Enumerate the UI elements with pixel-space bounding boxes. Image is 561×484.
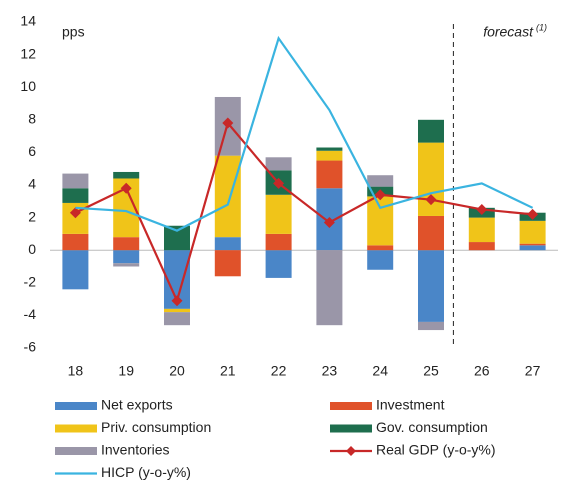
bar-segment [214, 250, 241, 277]
line-marker [425, 194, 437, 206]
bar-segment [113, 263, 140, 267]
line-marker [171, 295, 183, 307]
y-tick-label: 10 [20, 78, 36, 94]
legend-marker [346, 446, 356, 456]
line-marker [120, 182, 132, 194]
bar-segment [62, 188, 89, 203]
y-tick-label: 4 [28, 176, 36, 192]
x-tick-label: 23 [322, 363, 338, 379]
bar-segment [367, 175, 394, 187]
line-marker [476, 203, 488, 215]
y-tick-label: 12 [20, 45, 36, 61]
y-axis-label: pps [62, 24, 85, 40]
legend-label: Gov. consumption [376, 419, 488, 435]
x-tick-label: 26 [474, 363, 490, 379]
legend-swatch [330, 424, 372, 433]
bar-segment [367, 245, 394, 251]
bar-segment [316, 160, 343, 189]
x-tick-label: 18 [68, 363, 84, 379]
bar-segment [519, 220, 546, 244]
bar-segment [316, 147, 343, 151]
line-marker [273, 177, 285, 189]
y-tick-label: -6 [24, 339, 37, 355]
legend-label: HICP (y-o-y%) [101, 464, 191, 480]
bar-segment [418, 215, 444, 251]
legend-swatch [55, 402, 97, 410]
bar-segment [418, 321, 444, 331]
legend-label: Real GDP (y-o-y%) [376, 442, 496, 458]
y-tick-label: 0 [28, 241, 36, 257]
y-tick-label: 6 [28, 143, 36, 159]
line-marker [323, 216, 335, 228]
y-tick-label: 14 [20, 13, 36, 29]
legend-swatch [330, 402, 372, 410]
bar-segment [214, 237, 241, 251]
bar-segment [164, 308, 190, 313]
legend-label: Net exports [101, 397, 173, 413]
forecast-note: (1) [536, 22, 547, 32]
bar-segment [418, 250, 444, 322]
legend-swatch [55, 424, 97, 433]
bar-segment [62, 250, 89, 290]
bar-segment [468, 242, 495, 251]
bar-segment [519, 243, 546, 246]
bar-segment [316, 250, 343, 326]
bar-segment [113, 250, 140, 264]
line-marker [374, 189, 386, 201]
legend-label: Inventories [101, 442, 169, 458]
x-tick-label: 20 [169, 363, 185, 379]
y-tick-label: 2 [28, 208, 36, 224]
y-tick-label: -2 [24, 274, 37, 290]
legend-label: Investment [376, 397, 445, 413]
x-tick-label: 27 [525, 363, 541, 379]
bar-segment [265, 194, 292, 234]
y-tick-label: -4 [24, 306, 37, 322]
line-marker [222, 117, 234, 129]
bar-segment [113, 171, 140, 179]
line [75, 35, 534, 232]
bar-segment [367, 250, 394, 270]
x-tick-label: 21 [220, 363, 236, 379]
bar-segment [367, 196, 394, 246]
bar-segment [265, 157, 292, 171]
bar-segment [519, 245, 546, 251]
bar-segment [62, 173, 89, 189]
bar-segment [113, 237, 140, 251]
x-tick-label: 24 [372, 363, 388, 379]
bar-segment [265, 250, 292, 278]
x-tick-label: 19 [118, 363, 134, 379]
line-marker [527, 208, 539, 220]
y-tick-label: 8 [28, 111, 36, 127]
x-tick-label: 25 [423, 363, 439, 379]
line-marker [69, 207, 81, 219]
forecast-label: forecast [483, 24, 534, 40]
bar-segment [164, 312, 190, 326]
bar-segment [265, 233, 292, 251]
legend-label: Priv. consumption [101, 419, 211, 435]
line [74, 120, 533, 304]
bar-segment [62, 233, 89, 251]
bar-segment [316, 150, 343, 161]
legend-swatch [55, 447, 97, 455]
bar-segment [214, 155, 241, 238]
bar-segment [418, 119, 444, 143]
bar-segment [468, 217, 495, 243]
x-tick-label: 22 [271, 363, 287, 379]
